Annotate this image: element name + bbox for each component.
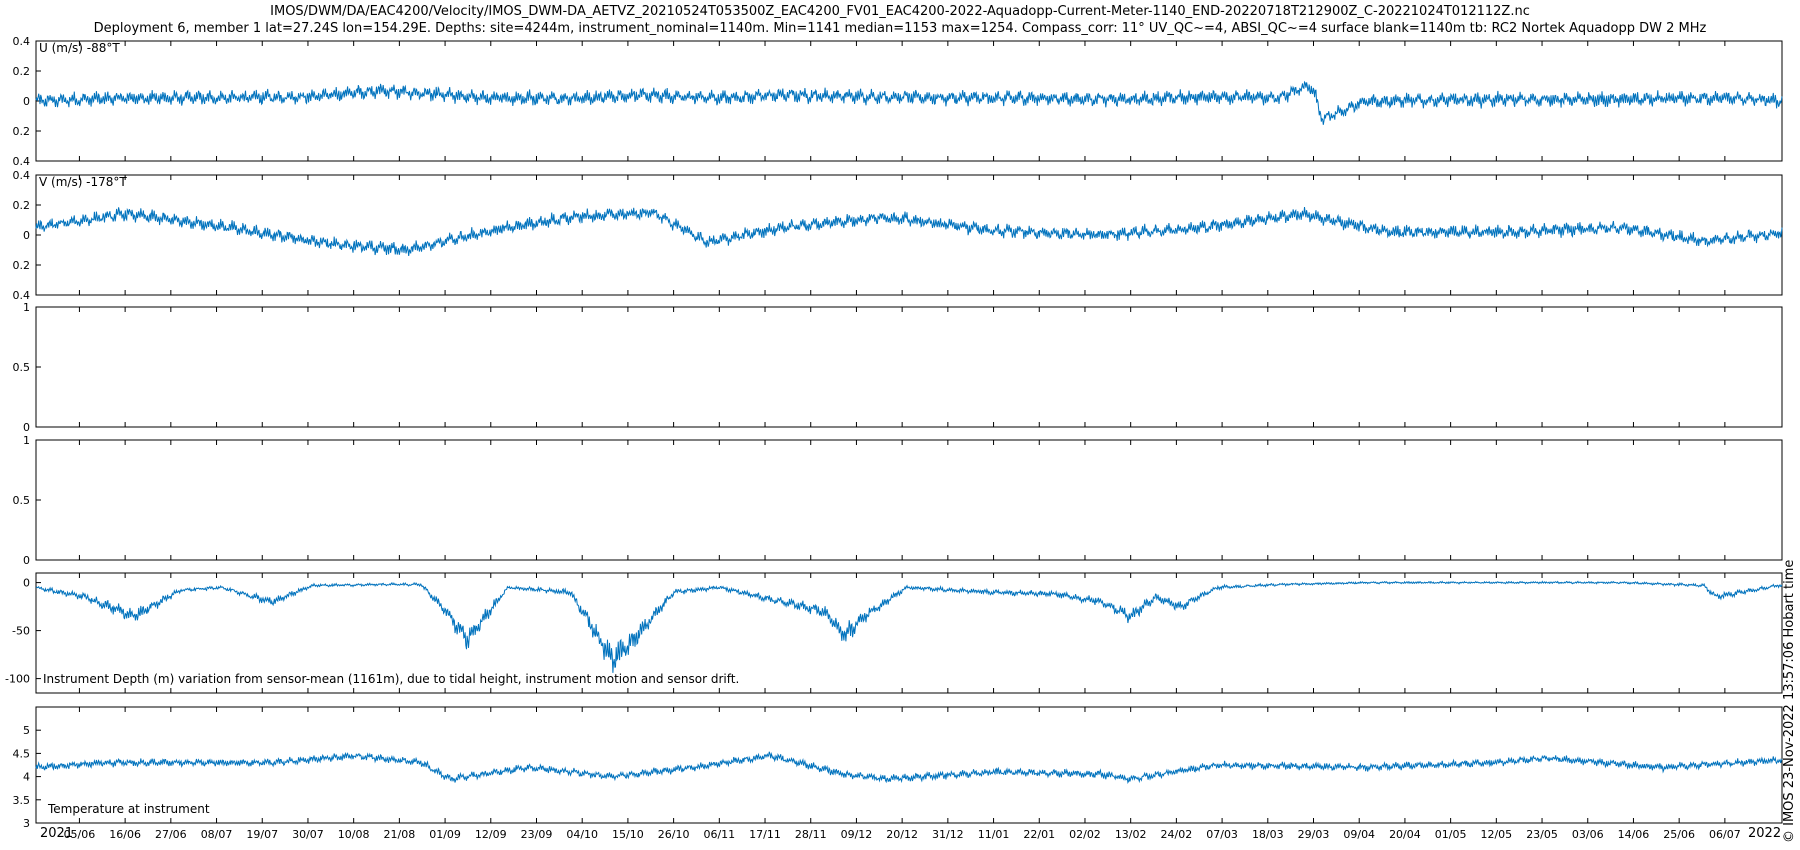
- x-tick-label: 20/04: [1389, 828, 1421, 841]
- x-tick-label: 05/06: [64, 828, 96, 841]
- y-tick-label: 0.2: [13, 125, 31, 138]
- series-line-1: [35, 80, 1783, 125]
- y-tick-label: 3.5: [13, 794, 31, 807]
- x-tick-label: 23/09: [521, 828, 553, 841]
- year-start-label: 2021: [40, 826, 73, 841]
- y-tick-label: 1: [23, 434, 30, 447]
- panel-label: U (m/s) -88°T: [39, 41, 120, 55]
- year-end-label: 2022: [1748, 826, 1781, 841]
- x-tick-label: 03/06: [1572, 828, 1604, 841]
- chart-title-line-2: Deployment 6, member 1 lat=27.24S lon=15…: [93, 21, 1707, 36]
- x-tick-label: 24/02: [1161, 828, 1193, 841]
- y-tick-label: 0.2: [13, 65, 31, 78]
- x-tick-label: 21/08: [384, 828, 416, 841]
- y-tick-label: 3: [23, 817, 30, 830]
- panel-2: 0.4 0.2 0 0.2 0.4 V (m/s) -178°T: [13, 169, 1783, 302]
- series-line-2: [35, 207, 1783, 257]
- panel-frame: [35, 572, 1783, 694]
- x-tick-label: 12/05: [1480, 828, 1512, 841]
- panel-label: Temperature at instrument: [47, 802, 210, 816]
- x-tick-label: 19/07: [246, 828, 278, 841]
- x-tick-label: 06/07: [1709, 828, 1741, 841]
- x-tick-label: 20/12: [886, 828, 918, 841]
- panel-4: 10.50: [13, 434, 1783, 567]
- x-tick-label: 11/01: [978, 828, 1010, 841]
- panel-frame: [35, 706, 1783, 824]
- x-tick-label: 02/02: [1069, 828, 1101, 841]
- y-tick-label: 0.4: [13, 155, 31, 168]
- copyright-timestamp: © IMOS 23-Nov-2022 13:57:06 Hobart time: [1782, 559, 1797, 843]
- x-tick-label: 08/07: [201, 828, 233, 841]
- x-tick-label: 06/11: [703, 828, 735, 841]
- y-tick-label: 0: [23, 95, 30, 108]
- y-tick-label: 0.4: [13, 289, 31, 302]
- panel-3: 10.50: [13, 301, 1783, 434]
- x-tick-label: 07/03: [1206, 828, 1238, 841]
- y-tick-label: -100: [5, 673, 30, 686]
- panel-1: 0.4 0.2 0 0.2 0.4 U (m/s) -88°T: [13, 35, 1783, 168]
- x-tick-label: 13/02: [1115, 828, 1147, 841]
- x-tick-label: 30/07: [292, 828, 324, 841]
- y-tick-label: 0: [23, 421, 30, 434]
- panel-6: 5 4.5 4 3.5 3 Temperature at instrument: [13, 706, 1783, 830]
- x-tick-label: 12/09: [475, 828, 507, 841]
- y-tick-label: 4: [23, 771, 30, 784]
- y-tick-label: 0.2: [13, 199, 31, 212]
- x-tick-label: 17/11: [749, 828, 781, 841]
- y-tick-label: 1: [23, 301, 30, 314]
- y-tick-label: 0: [23, 554, 30, 567]
- y-tick-label: 0.4: [13, 35, 31, 48]
- y-tick-label: 0.5: [13, 361, 31, 374]
- x-tick-label: 01/09: [429, 828, 461, 841]
- y-tick-label: 0.2: [13, 259, 31, 272]
- x-tick-label: 01/05: [1435, 828, 1467, 841]
- x-tick-label: 23/05: [1526, 828, 1558, 841]
- panel-frame: [35, 174, 1783, 296]
- x-tick-label: 09/04: [1343, 828, 1375, 841]
- x-tick-label: 15/10: [612, 828, 644, 841]
- y-tick-label: 0.4: [13, 169, 31, 182]
- x-tick-label: 25/06: [1663, 828, 1695, 841]
- panel-5: 0 -50 -100 Instrument Depth (m) variation f…: [5, 572, 1783, 694]
- y-tick-label: 0: [23, 229, 30, 242]
- x-tick-label: 22/01: [1023, 828, 1055, 841]
- x-tick-label: 04/10: [566, 828, 598, 841]
- panel-frame: [35, 306, 1783, 428]
- y-tick-label: -50: [12, 625, 30, 638]
- y-tick-label: 4.5: [13, 747, 31, 760]
- series-line-5: [35, 580, 1783, 673]
- panel-label: V (m/s) -178°T: [39, 175, 127, 189]
- x-tick-label: 18/03: [1252, 828, 1284, 841]
- chart-title-line-1: IMOS/DWM/DA/EAC4200/Velocity/IMOS_DWM-DA…: [270, 4, 1530, 19]
- x-tick-label: 28/11: [795, 828, 827, 841]
- x-tick-label: 10/08: [338, 828, 370, 841]
- x-tick-label: 27/06: [155, 828, 187, 841]
- x-tick-label: 26/10: [658, 828, 690, 841]
- x-tick-label: 29/03: [1298, 828, 1330, 841]
- x-tick-label: 16/06: [109, 828, 141, 841]
- x-tick-label: 09/12: [841, 828, 873, 841]
- x-tick-label: 14/06: [1618, 828, 1650, 841]
- y-tick-label: 0.5: [13, 494, 31, 507]
- panel-frame: [35, 439, 1783, 561]
- x-tick-label: 31/12: [932, 828, 964, 841]
- y-tick-label: 5: [23, 724, 30, 737]
- y-tick-label: 0: [23, 577, 30, 590]
- series-line-6: [35, 751, 1783, 785]
- panel-label: Instrument Depth (m) variation from sens…: [43, 672, 739, 686]
